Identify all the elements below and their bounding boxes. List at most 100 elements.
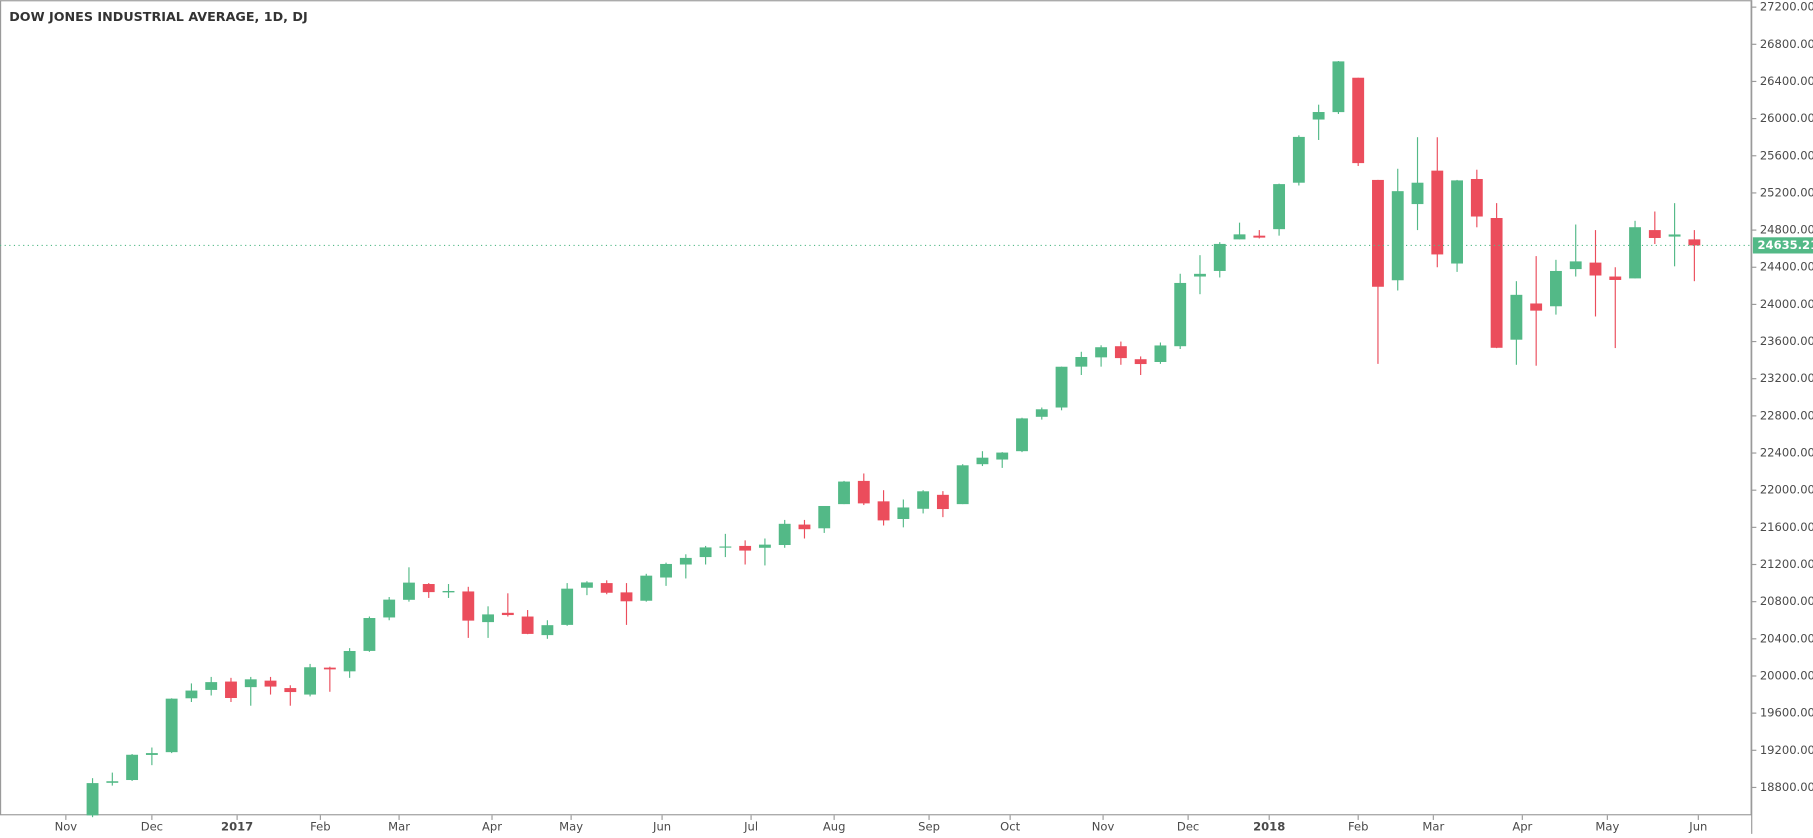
candle-body xyxy=(87,783,99,815)
x-tick-label: Feb xyxy=(310,819,330,833)
y-tick-label: 23200.00 xyxy=(1760,371,1813,385)
candle-body xyxy=(126,755,138,780)
candle-body xyxy=(185,691,197,699)
y-tick-label: 21600.00 xyxy=(1760,520,1813,534)
x-tick-label: 2017 xyxy=(221,819,253,833)
candle-body xyxy=(1491,218,1503,348)
candle-body xyxy=(1293,137,1305,183)
y-tick-label: 24000.00 xyxy=(1760,297,1813,311)
candle-body xyxy=(1115,346,1127,358)
candle-body xyxy=(284,688,296,692)
candle-body xyxy=(403,583,415,600)
candle-body xyxy=(1530,303,1542,310)
x-tick-label: Feb xyxy=(1348,819,1368,833)
candle-body xyxy=(1570,261,1582,269)
candle-body xyxy=(1590,263,1602,276)
candle-body xyxy=(1154,345,1166,362)
y-tick-label: 26400.00 xyxy=(1760,74,1813,88)
candle-body xyxy=(1135,359,1147,364)
candle-body xyxy=(1214,244,1226,271)
candle-body xyxy=(660,564,672,578)
candle-body xyxy=(739,546,751,551)
candle-body xyxy=(640,576,652,601)
candle-body xyxy=(1095,347,1107,357)
y-tick-label: 25600.00 xyxy=(1760,148,1813,162)
y-tick-label: 19200.00 xyxy=(1760,743,1813,757)
x-tick-label: 2018 xyxy=(1253,819,1285,833)
candle-body xyxy=(205,682,217,690)
candle-body xyxy=(799,525,811,530)
x-tick-label: Aug xyxy=(823,819,846,833)
candle-body xyxy=(462,591,474,620)
y-tick-label: 27200.00 xyxy=(1760,0,1813,14)
candle-body xyxy=(482,614,494,622)
y-tick-label: 20400.00 xyxy=(1760,631,1813,645)
last-price-label: 24635.21 xyxy=(1758,238,1813,252)
y-tick-label: 26800.00 xyxy=(1760,37,1813,51)
candle-body xyxy=(581,582,593,587)
y-tick-label: 18800.00 xyxy=(1760,780,1813,794)
candle-body xyxy=(146,753,158,755)
candle-body xyxy=(1234,234,1246,239)
candle-body xyxy=(502,613,514,615)
candle-body xyxy=(245,679,257,687)
candle-body xyxy=(1451,180,1463,263)
candle-body xyxy=(621,592,633,601)
candle-body xyxy=(561,589,573,625)
y-tick-label: 20000.00 xyxy=(1760,668,1813,682)
x-tick-label: Mar xyxy=(388,819,410,833)
candle-body xyxy=(1273,184,1285,229)
x-tick-label: Apr xyxy=(1512,819,1532,833)
candle-body xyxy=(304,667,316,694)
candle-body xyxy=(1253,236,1265,238)
candle-body xyxy=(265,681,277,687)
candle-body xyxy=(1392,191,1404,280)
candle-body xyxy=(1550,271,1562,306)
x-tick-label: Jul xyxy=(743,819,758,833)
y-tick-label: 22400.00 xyxy=(1760,446,1813,460)
y-tick-label: 20800.00 xyxy=(1760,594,1813,608)
y-tick-label: 26000.00 xyxy=(1760,111,1813,125)
candle-body xyxy=(897,507,909,519)
y-tick-label: 24800.00 xyxy=(1760,223,1813,237)
candle-body xyxy=(858,481,870,503)
candle-body xyxy=(1609,277,1621,280)
candle-body xyxy=(818,506,830,528)
candle-body xyxy=(957,465,969,504)
candle-body xyxy=(1510,295,1522,340)
x-tick-label: Sep xyxy=(918,819,940,833)
candle-body xyxy=(838,482,850,505)
y-tick-label: 24400.00 xyxy=(1760,260,1813,274)
candle-body xyxy=(996,453,1008,460)
x-tick-label: Nov xyxy=(1092,819,1115,833)
chart-title: DOW JONES INDUSTRIAL AVERAGE, 1D, DJ xyxy=(9,9,307,24)
candle-body xyxy=(1649,230,1661,238)
candle-body xyxy=(937,495,949,509)
candle-body xyxy=(383,600,395,618)
plot-frame xyxy=(1,1,1752,815)
candle-body xyxy=(1412,183,1424,204)
x-tick-label: Jun xyxy=(1688,819,1707,833)
candle-body xyxy=(719,546,731,547)
candle-body xyxy=(423,584,435,592)
x-tick-label: Apr xyxy=(482,819,502,833)
candle-body xyxy=(1431,171,1443,255)
candle-body xyxy=(878,501,890,520)
candle-body xyxy=(1372,180,1384,287)
candle-body xyxy=(1016,418,1028,451)
candle-body xyxy=(225,682,237,698)
candle-body xyxy=(1669,234,1681,236)
y-tick-label: 23600.00 xyxy=(1760,334,1813,348)
candle-body xyxy=(700,547,712,557)
candle-body xyxy=(1332,61,1344,112)
y-tick-label: 21200.00 xyxy=(1760,557,1813,571)
x-tick-label: Mar xyxy=(1422,819,1444,833)
candle-body xyxy=(363,618,375,651)
candle-body xyxy=(522,617,534,634)
candle-body xyxy=(601,583,613,593)
candle-body xyxy=(166,699,178,753)
candle-body xyxy=(1471,179,1483,217)
candle-body xyxy=(917,491,929,508)
x-tick-label: Dec xyxy=(141,819,163,833)
